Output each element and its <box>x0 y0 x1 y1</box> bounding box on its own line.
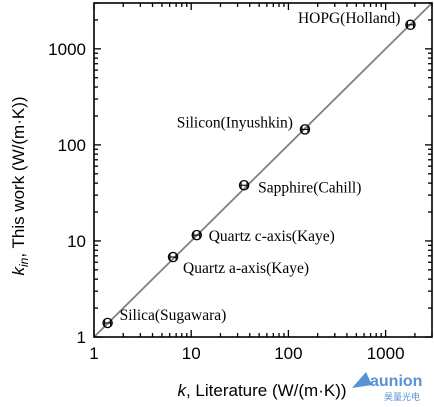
watermark-logo: aunion 昊量光电 <box>352 372 422 403</box>
watermark-subtext: 昊量光电 <box>384 391 420 403</box>
y-tick-label: 1 <box>77 328 86 347</box>
point-label: Sapphire(Cahill) <box>258 179 361 196</box>
point-label: Quartz a-axis(Kaye) <box>183 260 309 277</box>
reference-line <box>93 2 433 338</box>
x-axis-title: k, Literature (W/(m·K)) <box>177 381 346 400</box>
watermark-text: aunion <box>370 373 422 390</box>
x-tick-label: 100 <box>274 344 302 363</box>
point-label: HOPG(Holland) <box>298 10 400 27</box>
y-axis-title: kin, This work (W/(m·K)) <box>9 96 31 275</box>
axis-titles: k, Literature (W/(m·K)) kin, This work (… <box>9 96 347 400</box>
y-tick-label: 1000 <box>48 40 86 59</box>
x-tick-label: 1000 <box>367 344 405 363</box>
point-label: Silicon(Inyushkin) <box>177 114 293 131</box>
point-label: Quartz c-axis(Kaye) <box>209 228 335 245</box>
y-tick-label: 10 <box>67 232 86 251</box>
point-label: Silica(Sugawara) <box>120 307 227 324</box>
x-tick-label: 10 <box>182 344 201 363</box>
logo-swoosh-icon <box>352 372 372 388</box>
plot-area: 1 10 100 1000 1 10 100 1000 Silica(Sugawara) Quar… <box>48 2 433 363</box>
plot-frame <box>93 2 433 338</box>
y-tick-label: 100 <box>58 136 86 155</box>
x-tick-label: 1 <box>89 344 98 363</box>
